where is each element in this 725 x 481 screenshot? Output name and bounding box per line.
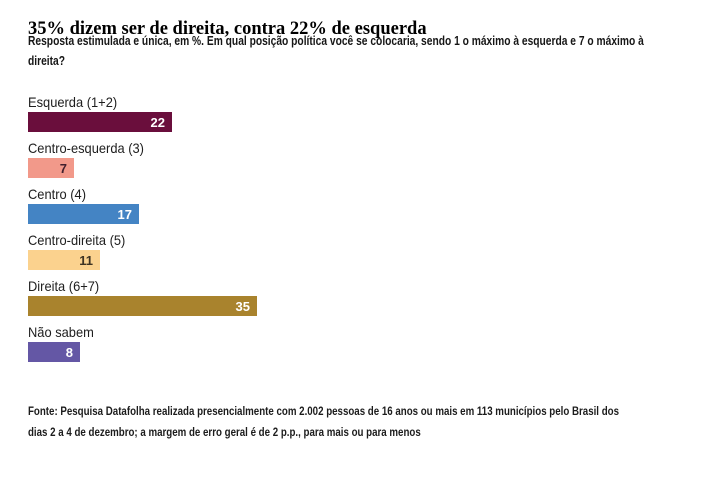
bar-chart: Esquerda (1+2) 22 Centro-esquerda (3) 7 … bbox=[28, 95, 257, 371]
chart-subtitle: Resposta estimulada e única, em %. Em qu… bbox=[28, 31, 644, 71]
bar: 22 bbox=[28, 112, 172, 132]
source-note-line-2: dias 2 a 4 de dezembro; a margem de erro… bbox=[28, 425, 421, 439]
bar-value-label: 35 bbox=[235, 298, 250, 314]
bar-category-label: Direita (6+7) bbox=[28, 278, 100, 294]
chart-row: Centro (4) 17 bbox=[28, 187, 257, 224]
source-note: Fonte: Pesquisa Datafolha realizada pres… bbox=[28, 401, 619, 443]
chart-row: Direita (6+7) 35 bbox=[28, 279, 257, 316]
bar-value-label: 11 bbox=[79, 252, 93, 268]
source-note-line-1: Fonte: Pesquisa Datafolha realizada pres… bbox=[28, 404, 619, 418]
bar-category-label: Centro-esquerda (3) bbox=[28, 140, 144, 156]
chart-row: Esquerda (1+2) 22 bbox=[28, 95, 257, 132]
chart-subtitle-line-2: direita? bbox=[28, 54, 66, 68]
bar-category-label: Não sabem bbox=[28, 324, 94, 340]
bar-value-label: 7 bbox=[59, 160, 67, 176]
chart-row: Não sabem 8 bbox=[28, 325, 257, 362]
bar-category-label: Centro (4) bbox=[28, 186, 86, 202]
bar: 11 bbox=[28, 250, 100, 270]
bar-value-label: 22 bbox=[150, 114, 165, 130]
chart-title: 35% dizem ser de direita, contra 22% de … bbox=[28, 19, 427, 40]
bar: 35 bbox=[28, 296, 257, 316]
chart-row: Centro-esquerda (3) 7 bbox=[28, 141, 257, 178]
bar-value-label: 8 bbox=[65, 344, 73, 360]
chart-row: Centro-direita (5) 11 bbox=[28, 233, 257, 270]
bar-category-label: Esquerda (1+2) bbox=[28, 94, 118, 110]
bar-category-label: Centro-direita (5) bbox=[28, 232, 126, 248]
bar: 17 bbox=[28, 204, 139, 224]
bar: 8 bbox=[28, 342, 80, 362]
bar: 7 bbox=[28, 158, 74, 178]
bar-value-label: 17 bbox=[117, 206, 132, 222]
chart-subtitle-line-1: Resposta estimulada e única, em %. Em qu… bbox=[28, 34, 644, 48]
